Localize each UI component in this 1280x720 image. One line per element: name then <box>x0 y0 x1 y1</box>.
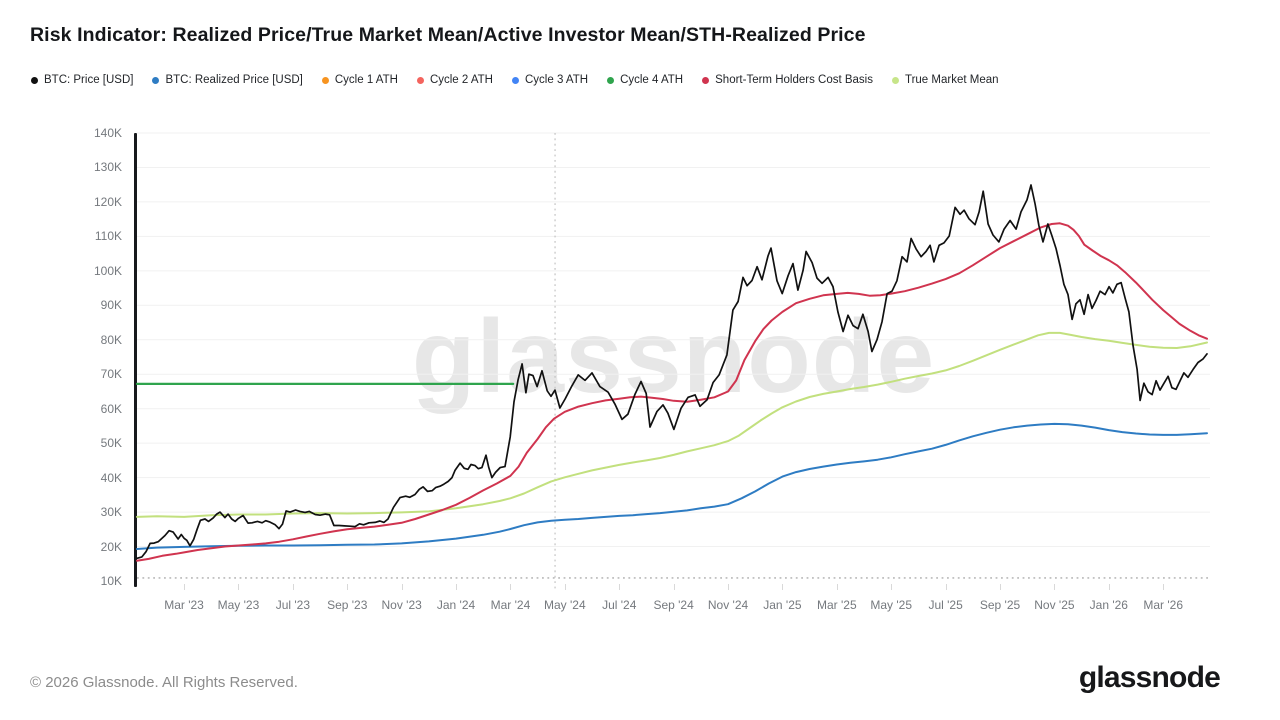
legend-dot-icon <box>31 76 38 84</box>
legend-dot-icon <box>416 76 424 84</box>
page-title: Risk Indicator: Realized Price/True Mark… <box>30 24 866 46</box>
y-axis-label: 90K <box>100 298 122 313</box>
chart-plot-area[interactable] <box>137 132 1210 591</box>
legend-dot-icon <box>891 76 899 84</box>
x-axis-label: Jul '23 <box>275 598 310 612</box>
legend-label: BTC: Realized Price [USD] <box>165 74 303 86</box>
legend-item-4[interactable]: Cycle 3 ATH <box>512 74 588 86</box>
legend-label: True Market Mean <box>904 74 999 86</box>
series-line-btc-realized-price-usd- <box>137 424 1207 549</box>
legend-dot-icon <box>512 76 519 84</box>
x-axis-label: Sep '25 <box>979 598 1021 612</box>
y-axis-label: 110K <box>94 229 122 244</box>
legend-item-1[interactable]: BTC: Realized Price [USD] <box>152 74 303 86</box>
x-axis-label: Nov '24 <box>707 598 749 612</box>
x-axis-label: Mar '25 <box>817 598 857 612</box>
series-line-true-market-mean <box>137 333 1207 517</box>
x-axis-tick <box>836 584 838 590</box>
y-axis-label: 10K <box>100 574 122 588</box>
x-axis-tick <box>564 584 566 590</box>
x-axis-label: Mar '23 <box>164 598 204 612</box>
legend-label: Short-Term Holders Cost Basis <box>715 74 873 86</box>
x-axis-tick <box>292 584 294 590</box>
chart-legend: BTC: Price [USD] BTC: Realized Price [USD… <box>31 74 999 86</box>
copyright-text: © 2026 Glassnode. All Rights Reserved. <box>30 674 298 691</box>
series-line-short-term-holders-cost-basis <box>137 223 1207 560</box>
x-axis-label: Jul '24 <box>602 598 637 612</box>
x-axis-tick <box>238 584 240 590</box>
x-axis-label: Jul '25 <box>928 598 963 612</box>
legend-label: Cycle 3 ATH <box>525 74 589 86</box>
legend-item-3[interactable]: Cycle 2 ATH <box>416 74 493 86</box>
legend-dot-icon <box>152 76 160 84</box>
legend-label: Cycle 2 ATH <box>429 74 493 86</box>
x-axis-label: Sep '23 <box>327 598 368 612</box>
x-axis-label: Mar '24 <box>490 598 531 612</box>
legend-label: Cycle 4 ATH <box>620 74 684 86</box>
y-axis-label: 70K <box>100 367 122 382</box>
y-axis-label: 100K <box>93 263 122 278</box>
y-axis-label: 120K <box>93 194 122 209</box>
x-axis-tick <box>891 584 893 590</box>
x-axis-tick <box>945 584 947 590</box>
y-axis-label: 30K <box>100 505 122 520</box>
x-axis-tick <box>1054 584 1056 590</box>
legend-label: BTC: Price [USD] <box>44 74 134 86</box>
y-axis-label: 20K <box>100 539 122 554</box>
y-axis-label: 40K <box>100 470 122 485</box>
legend-item-5[interactable]: Cycle 4 ATH <box>607 74 683 86</box>
x-axis-label: Nov '23 <box>381 598 422 612</box>
x-axis-tick <box>673 584 675 590</box>
x-axis-label: Jan '25 <box>763 598 802 612</box>
y-axis-label: 60K <box>100 401 122 416</box>
series-line-btc-price-usd- <box>137 185 1207 558</box>
y-axis-label: 80K <box>100 332 122 347</box>
x-axis-tick <box>1000 584 1002 590</box>
x-axis-label: Nov '25 <box>1034 598 1075 612</box>
x-axis-tick <box>401 584 403 590</box>
x-axis-tick <box>347 584 349 590</box>
y-axis-label: 130K <box>93 160 122 175</box>
x-axis-tick <box>510 584 512 590</box>
x-axis-tick <box>782 584 784 590</box>
legend-label: Cycle 1 ATH <box>334 74 398 86</box>
x-axis-label: Jan '26 <box>1089 598 1128 612</box>
x-axis-tick <box>456 584 458 590</box>
x-axis-label: May '24 <box>544 598 586 612</box>
x-axis-tick <box>1163 584 1165 590</box>
x-axis-label: Sep '24 <box>653 598 694 612</box>
x-axis-label: Mar '26 <box>1143 598 1184 612</box>
legend-dot-icon <box>702 76 710 84</box>
x-axis-tick <box>728 584 730 590</box>
x-axis-label: May '23 <box>217 598 260 612</box>
glassnode-logo: glassnode <box>1078 661 1221 694</box>
legend-dot-icon <box>321 76 329 84</box>
x-axis-label: May '25 <box>870 598 913 612</box>
y-axis-label: 50K <box>100 436 122 451</box>
legend-item-6[interactable]: Short-Term Holders Cost Basis <box>702 74 873 86</box>
y-axis-line <box>134 133 137 587</box>
x-axis-tick <box>1108 584 1110 590</box>
y-axis-label: 140K <box>93 126 122 140</box>
x-axis-tick <box>619 584 621 590</box>
x-axis-tick <box>184 584 186 590</box>
legend-item-2[interactable]: Cycle 1 ATH <box>321 74 398 86</box>
legend-dot-icon <box>607 76 615 84</box>
legend-item-7[interactable]: True Market Mean <box>891 74 999 86</box>
x-axis-label: Jan '24 <box>436 598 476 612</box>
legend-item-0[interactable]: BTC: Price [USD] <box>31 74 133 86</box>
